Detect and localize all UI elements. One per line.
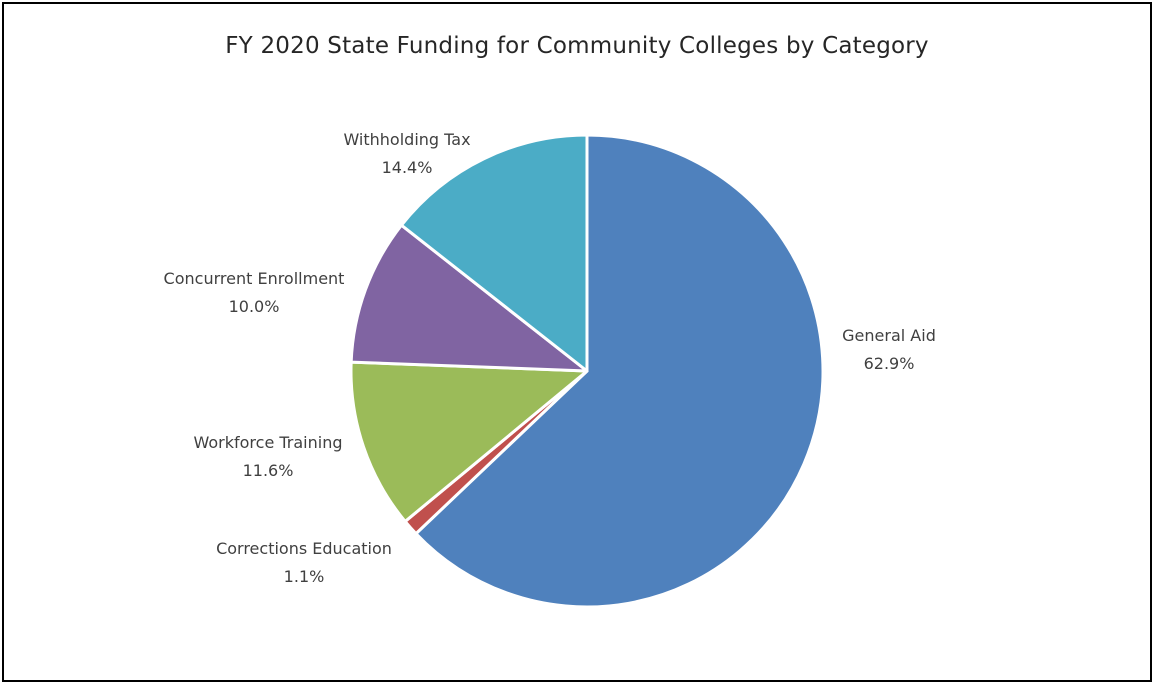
pie-slice-workforce-training (349, 360, 589, 523)
slice-label-general-aid: General Aid (842, 326, 936, 345)
pie-labels: General Aid 62.9% Corrections Education 1.1… (164, 130, 936, 586)
slice-percent-corrections-education: 1.1% (284, 567, 325, 586)
pie-slice-general-aid (414, 133, 825, 609)
slice-label-corrections-education: Corrections Education (216, 539, 392, 558)
slice-percent-withholding-tax: 14.4% (382, 158, 433, 177)
slice-percent-concurrent-enrollment: 10.0% (229, 297, 280, 316)
pie-slice-withholding-tax (399, 133, 589, 373)
slice-percent-workforce-training: 11.6% (243, 461, 294, 480)
chart-title: FY 2020 State Funding for Community Coll… (225, 33, 929, 59)
pie-slice-concurrent-enrollment (349, 223, 589, 373)
slice-label-concurrent-enrollment: Concurrent Enrollment (164, 269, 345, 288)
slice-label-withholding-tax: Withholding Tax (343, 130, 470, 149)
slice-percent-general-aid: 62.9% (864, 354, 915, 373)
slice-label-workforce-training: Workforce Training (193, 433, 342, 452)
pie-slices (349, 133, 825, 609)
